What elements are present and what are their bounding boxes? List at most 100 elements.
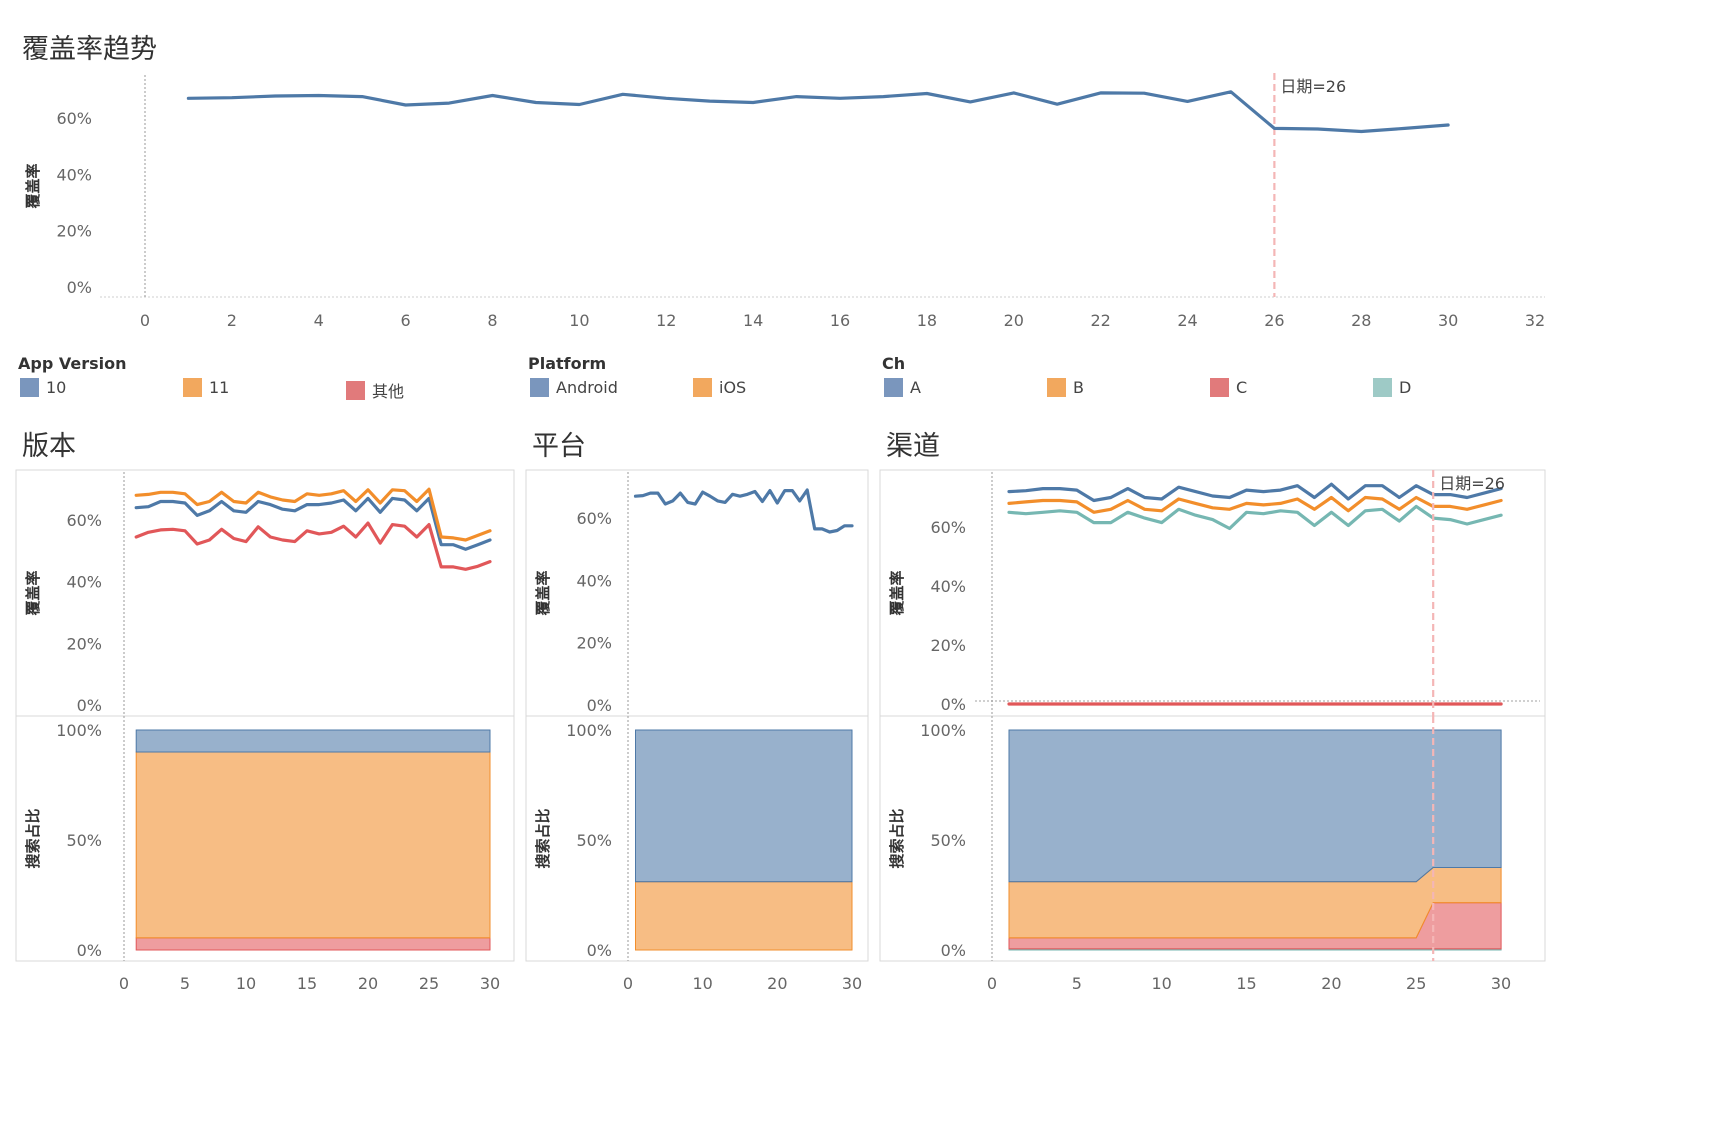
y-tick-label: 60% [930, 518, 966, 537]
legend-swatch [346, 380, 365, 400]
y-tick-label: 20% [930, 636, 966, 655]
x-tick-label: 12 [656, 311, 676, 330]
x-tick-label: 15 [1236, 974, 1256, 993]
y-tick-label: 40% [576, 571, 612, 590]
legend-item-c[interactable]: C [1210, 378, 1247, 397]
y-tick-label: 40% [66, 573, 102, 592]
legend-swatch [20, 378, 39, 397]
x-tick-label: 22 [1090, 311, 1110, 330]
legend-item-b[interactable]: B [1047, 378, 1084, 397]
area-band-iOS [635, 881, 853, 951]
x-tick-label: 8 [487, 311, 497, 330]
legend-label: 其他 [372, 382, 405, 401]
y-tick-label: 0% [77, 696, 102, 715]
legend-label: A [910, 378, 921, 397]
legend-app-version: App Version 10 11 其他 [18, 354, 404, 401]
series-line-11 [134, 487, 492, 542]
legend-item-android[interactable]: Android [530, 378, 618, 397]
y-tick-label: 0% [77, 941, 102, 960]
x-tick-label: 5 [1072, 974, 1082, 993]
y-tick-label: 0% [941, 695, 966, 714]
x-tick-label: 4 [314, 311, 324, 330]
panel-frame [879, 715, 1546, 962]
panel-frame [525, 715, 869, 962]
y-axis-title: 覆盖率 [24, 163, 42, 208]
legend-item-11[interactable]: 11 [183, 378, 229, 397]
legend-item-other[interactable]: 其他 [346, 378, 404, 402]
y-tick-label: 50% [930, 831, 966, 850]
x-tick-label: 26 [1264, 311, 1284, 330]
y-tick-label: 60% [576, 509, 612, 528]
legend-channel: Ch A B C D [882, 354, 1411, 397]
x-tick-label: 10 [236, 974, 256, 993]
x-tick-label: 30 [480, 974, 500, 993]
legend-label: C [1236, 378, 1248, 397]
area-band-其他 [135, 937, 491, 951]
legend-title: App Version [18, 354, 127, 373]
x-tick-label: 20 [1321, 974, 1341, 993]
x-tick-label: 0 [119, 974, 129, 993]
x-tick-label: 5 [180, 974, 190, 993]
y-axis-title: 搜索占比 [24, 808, 42, 868]
x-tick-label: 24 [1177, 311, 1197, 330]
y-axis-title: 覆盖率 [888, 570, 906, 615]
legend-item-ios[interactable]: iOS [693, 378, 746, 397]
legend-item-d[interactable]: D [1373, 378, 1411, 397]
legend-label: D [1399, 378, 1412, 397]
y-tick-label: 0% [67, 278, 92, 297]
series-line-A [1007, 482, 1503, 503]
panel-frame [15, 715, 515, 962]
legend-swatch [1210, 378, 1229, 397]
x-tick-label: 10 [569, 311, 589, 330]
x-tick-label: 20 [767, 974, 787, 993]
legend-title: Ch [882, 354, 906, 373]
x-tick-label: 0 [140, 311, 150, 330]
series-line-覆盖率 [186, 90, 1450, 134]
y-tick-label: 100% [920, 721, 966, 740]
y-tick-label: 20% [56, 222, 92, 241]
x-tick-label: 10 [1152, 974, 1172, 993]
trend-title: 覆盖率趋势 [22, 34, 157, 65]
legend-label: B [1073, 378, 1084, 397]
legend-swatch [693, 378, 712, 397]
area-band-11 [135, 751, 491, 939]
area-band-10 [135, 729, 491, 753]
x-tick-label: 30 [1438, 311, 1458, 330]
legend-item-a[interactable]: A [884, 378, 921, 397]
y-tick-label: 20% [576, 634, 612, 653]
y-axis-title: 覆盖率 [24, 570, 42, 615]
legend-platform: Platform Android iOS [528, 354, 746, 397]
platform-title: 平台 [532, 431, 586, 462]
x-tick-label: 25 [1406, 974, 1426, 993]
legend-swatch [884, 378, 903, 397]
x-tick-label: 2 [227, 311, 237, 330]
y-tick-label: 60% [56, 109, 92, 128]
x-tick-label: 10 [692, 974, 712, 993]
x-tick-label: 32 [1525, 311, 1545, 330]
series-line-其他 [134, 521, 492, 571]
y-tick-label: 100% [56, 721, 102, 740]
y-tick-label: 0% [587, 941, 612, 960]
x-tick-label: 0 [987, 974, 997, 993]
x-tick-label: 14 [743, 311, 763, 330]
x-tick-label: 30 [842, 974, 862, 993]
y-axis-title: 覆盖率 [534, 570, 552, 615]
x-tick-label: 6 [401, 311, 411, 330]
legend-label: iOS [719, 378, 747, 397]
legend-label: Android [556, 378, 618, 397]
series-line-Android [633, 488, 854, 534]
area-band-A [1008, 729, 1502, 883]
series-line-B [1007, 495, 1503, 514]
x-tick-label: 16 [830, 311, 850, 330]
legend-title: Platform [528, 354, 607, 373]
legend-swatch [183, 378, 202, 397]
y-tick-label: 100% [566, 721, 612, 740]
x-tick-label: 25 [419, 974, 439, 993]
legend-item-10[interactable]: 10 [20, 378, 66, 397]
x-tick-label: 0 [623, 974, 633, 993]
y-tick-label: 40% [930, 577, 966, 596]
legend-swatch [1047, 378, 1066, 397]
y-tick-label: 0% [941, 941, 966, 960]
y-tick-label: 20% [66, 634, 102, 653]
x-tick-label: 28 [1351, 311, 1371, 330]
